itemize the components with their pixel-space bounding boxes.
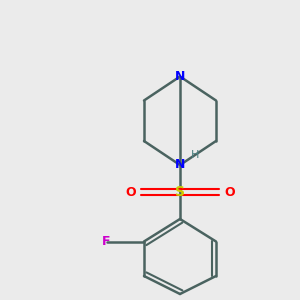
Text: N: N — [175, 158, 185, 172]
Text: O: O — [125, 185, 136, 199]
Text: F: F — [102, 235, 111, 248]
Text: N: N — [175, 70, 185, 83]
Text: S: S — [175, 185, 185, 199]
Text: O: O — [224, 185, 235, 199]
Text: H: H — [191, 149, 199, 160]
